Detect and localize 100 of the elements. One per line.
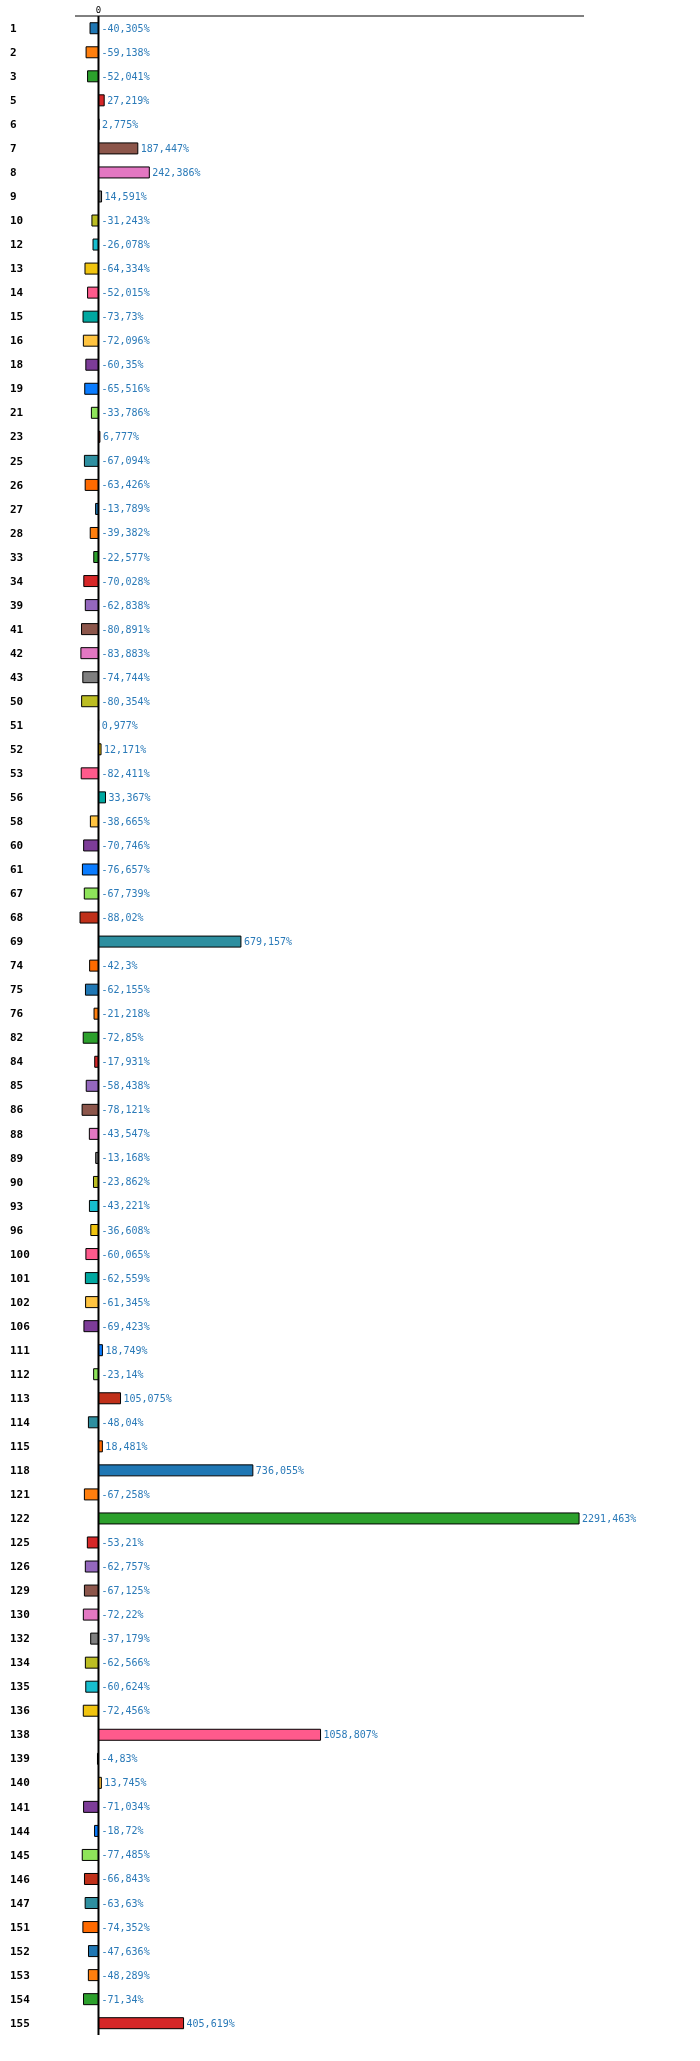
y-tick-label: 111 — [10, 1343, 31, 1357]
y-tick-label: 106 — [10, 1319, 31, 1333]
data-label: 27,219% — [107, 94, 150, 106]
y-tick-label: 96 — [10, 1223, 24, 1237]
y-tick-label: 136 — [10, 1704, 31, 1718]
y-tick-label: 16 — [10, 334, 24, 348]
y-tick-label: 6 — [10, 118, 17, 132]
data-label: -60,065% — [101, 1248, 150, 1260]
data-label: -47,636% — [101, 1945, 150, 1957]
data-label: -67,739% — [101, 888, 150, 900]
data-label: 33,367% — [108, 791, 151, 803]
data-label: 679,157% — [243, 936, 293, 948]
data-label: -33,786% — [101, 407, 150, 419]
data-label: -62,838% — [101, 599, 150, 611]
data-label: -72,096% — [101, 335, 150, 347]
data-label: -70,746% — [101, 839, 150, 851]
data-label: -39,382% — [101, 527, 150, 539]
y-tick-label: 113 — [10, 1391, 30, 1405]
y-tick-label: 88 — [10, 1127, 24, 1141]
y-tick-label: 82 — [10, 1031, 24, 1045]
data-label: -13,789% — [101, 503, 150, 515]
data-label: -48,04% — [101, 1416, 144, 1428]
y-tick-label: 7 — [10, 142, 17, 156]
y-tick-label: 42 — [10, 646, 24, 660]
data-label: -61,345% — [101, 1296, 150, 1308]
y-tick-label: 90 — [10, 1175, 24, 1189]
y-tick-label: 43 — [10, 670, 24, 684]
y-tick-label: 76 — [10, 1007, 24, 1021]
data-label: -13,168% — [101, 1152, 150, 1164]
data-label: 242,386% — [152, 166, 201, 178]
data-label: -67,125% — [101, 1585, 150, 1597]
data-label: -72,85% — [101, 1032, 144, 1044]
data-label: -78,121% — [101, 1104, 150, 1116]
y-tick-label: 21 — [10, 406, 24, 420]
y-tick-label: 114 — [10, 1415, 31, 1429]
data-label: -26,078% — [101, 239, 150, 251]
y-tick-label: 130 — [10, 1608, 30, 1622]
data-label: -67,258% — [101, 1488, 150, 1500]
y-tick-label: 26 — [10, 478, 24, 492]
data-label: -72,22% — [101, 1609, 144, 1621]
data-label: 18,481% — [105, 1440, 148, 1452]
y-tick-label: 121 — [10, 1488, 31, 1502]
y-tick-label: 152 — [10, 1944, 30, 1958]
y-tick-label: 153 — [10, 1968, 30, 1982]
y-tick-label: 115 — [10, 1439, 30, 1453]
y-tick-label: 14 — [10, 286, 24, 300]
y-tick-label: 138 — [10, 1728, 30, 1742]
y-tick-label: 68 — [10, 911, 24, 925]
y-tick-label: 67 — [10, 887, 24, 901]
data-label: 0,977% — [101, 719, 138, 731]
data-label: 6,777% — [102, 431, 140, 443]
y-tick-label: 101 — [10, 1271, 31, 1285]
data-label: 18,749% — [105, 1344, 148, 1356]
data-label: -63,426% — [101, 479, 150, 491]
y-tick-label: 9 — [10, 190, 17, 204]
data-label: 105,075% — [123, 1392, 172, 1404]
data-label: -83,883% — [101, 647, 150, 659]
y-tick-label: 129 — [10, 1584, 30, 1598]
data-label: -77,485% — [101, 1849, 150, 1861]
data-label: -62,566% — [101, 1657, 150, 1669]
y-tick-label: 126 — [10, 1560, 31, 1574]
data-label: -60,624% — [101, 1681, 150, 1693]
data-label: -43,221% — [101, 1200, 150, 1212]
data-label: -17,931% — [101, 1056, 150, 1068]
data-label: -31,243% — [101, 215, 150, 227]
data-label: -4,83% — [101, 1753, 138, 1765]
y-tick-label: 8 — [10, 166, 17, 180]
y-tick-label: 53 — [10, 766, 24, 780]
y-tick-label: 118 — [10, 1464, 30, 1478]
data-label: -72,456% — [101, 1705, 150, 1717]
y-tick-label: 135 — [10, 1680, 30, 1694]
y-tick-label: 155 — [10, 2016, 30, 2030]
y-tick-label: 125 — [10, 1536, 30, 1550]
data-label: -37,179% — [101, 1633, 150, 1645]
y-tick-label: 50 — [10, 694, 24, 708]
data-label: -42,3% — [101, 960, 138, 972]
y-tick-label: 56 — [10, 791, 24, 805]
data-label: 2291,463% — [582, 1512, 637, 1524]
data-label: -70,028% — [101, 575, 150, 587]
data-label: -36,608% — [101, 1224, 150, 1236]
data-label: -66,843% — [101, 1873, 150, 1885]
y-tick-label: 3 — [10, 69, 17, 83]
data-label: -23,862% — [101, 1176, 150, 1188]
y-tick-label: 13 — [10, 262, 24, 276]
y-tick-label: 2 — [10, 45, 17, 59]
y-tick-label: 18 — [10, 358, 24, 372]
data-label: 405,619% — [186, 2017, 235, 2029]
y-tick-label: 33 — [10, 550, 24, 564]
y-tick-label: 51 — [10, 718, 24, 732]
data-label: 14,591% — [104, 190, 147, 202]
y-tick-label: 154 — [10, 1992, 31, 2006]
data-label: 2,775% — [102, 118, 139, 130]
data-label: -52,015% — [101, 287, 150, 299]
y-tick-label: 61 — [10, 863, 24, 877]
data-label: -21,218% — [101, 1008, 150, 1020]
data-label: -76,657% — [101, 863, 150, 875]
data-label: -52,041% — [101, 70, 150, 82]
y-tick-label: 74 — [10, 959, 24, 973]
data-label: -62,757% — [101, 1561, 150, 1573]
data-label: 1058,807% — [323, 1729, 378, 1741]
